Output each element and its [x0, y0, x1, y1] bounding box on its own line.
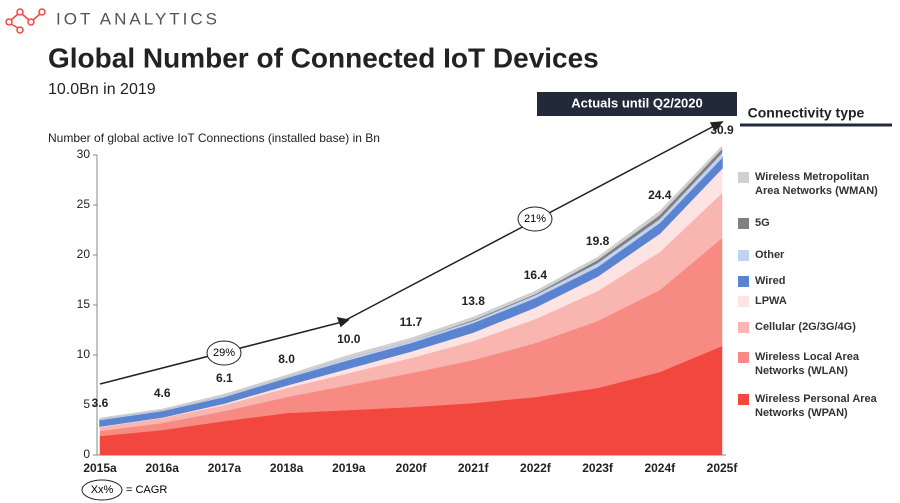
legend-label: Cellular (2G/3G/4G)	[755, 321, 856, 333]
x-tick-label: 2022f	[520, 461, 552, 475]
legend-swatch	[738, 394, 749, 405]
total-label: 24.4	[648, 188, 672, 202]
y-tick-label: 0	[83, 447, 90, 461]
total-label: 19.8	[586, 234, 610, 248]
logo-text: IOT ANALYTICS	[56, 9, 220, 28]
chart-title: Global Number of Connected IoT Devices	[48, 42, 599, 73]
total-label: 8.0	[278, 352, 295, 366]
y-tick-label: 25	[77, 197, 91, 211]
legend-label: Wireless Metropolitan Area Networks (WMA…	[755, 171, 878, 197]
y-tick-label: 5	[83, 397, 90, 411]
x-tick-label: 2019a	[332, 461, 366, 475]
cagr-label: 29%	[213, 347, 235, 359]
total-label: 11.7	[400, 315, 423, 329]
y-tick-label: 20	[77, 247, 91, 261]
subtitle: 10.0Bn in 2019	[48, 81, 156, 98]
x-tick-label: 2023f	[582, 461, 614, 475]
x-tick-label: 2018a	[270, 461, 304, 475]
legend-swatch	[738, 296, 749, 307]
legend-swatch	[738, 352, 749, 363]
y-tick-label: 10	[77, 347, 91, 361]
x-tick-label: 2025f	[707, 461, 739, 475]
legend-item: Other	[738, 248, 898, 262]
cagr-ellipse	[517, 206, 553, 232]
legend-item: Wired	[738, 274, 898, 288]
total-label: 10.0	[337, 332, 361, 346]
total-label: 13.8	[462, 294, 486, 308]
x-tick-label: 2017a	[208, 461, 242, 475]
total-label: 3.6	[92, 396, 109, 410]
legend-label: Wired	[755, 275, 786, 287]
banner: Actuals until Q2/2020	[571, 95, 703, 110]
cagr-label: 21%	[524, 213, 546, 225]
logo-icon	[5, 8, 46, 34]
legend-label: 5G	[755, 217, 770, 229]
x-tick-label: 2020f	[396, 461, 428, 475]
y-tick-label: 30	[77, 147, 91, 161]
x-tick-label: 2024f	[644, 461, 676, 475]
x-tick-label: 2021f	[458, 461, 490, 475]
area	[99, 145, 723, 420]
legend-label: LPWA	[755, 295, 787, 307]
cagr-ellipse	[206, 340, 242, 366]
cagr-key-text: = CAGR	[126, 484, 167, 496]
total-label: 4.6	[154, 386, 171, 400]
cagr-key: Xx%	[91, 484, 114, 496]
legend-item: Wireless Local Area Networks (WLAN)	[738, 350, 898, 378]
banner-bg	[537, 92, 737, 116]
legend-item: Wireless Metropolitan Area Networks (WMA…	[738, 170, 898, 198]
cagr-key-ellipse	[81, 479, 123, 501]
total-label: 6.1	[216, 371, 233, 385]
legend-item: LPWA	[738, 294, 898, 308]
legend-swatch	[738, 172, 749, 183]
x-tick-label: 2016a	[146, 461, 180, 475]
legend-label: Other	[755, 249, 785, 261]
legend-swatch	[738, 322, 749, 333]
legend-swatch	[738, 218, 749, 229]
legend-label: Wireless Personal Area Networks (WPAN)	[755, 393, 877, 419]
legend-item: Cellular (2G/3G/4G)	[738, 320, 898, 334]
legend-label: Wireless Local Area Networks (WLAN)	[755, 351, 860, 377]
y-tick-label: 15	[77, 297, 91, 311]
total-label: 16.4	[524, 268, 548, 282]
legend-title: Connectivity type	[748, 105, 865, 121]
y-axis-label: Number of global active IoT Connections …	[48, 131, 380, 145]
legend-swatch	[738, 250, 749, 261]
legend-item: Wireless Personal Area Networks (WPAN)	[738, 392, 898, 420]
x-tick-label: 2015a	[83, 461, 117, 475]
legend-item: 5G	[738, 216, 898, 230]
legend-swatch	[738, 276, 749, 287]
